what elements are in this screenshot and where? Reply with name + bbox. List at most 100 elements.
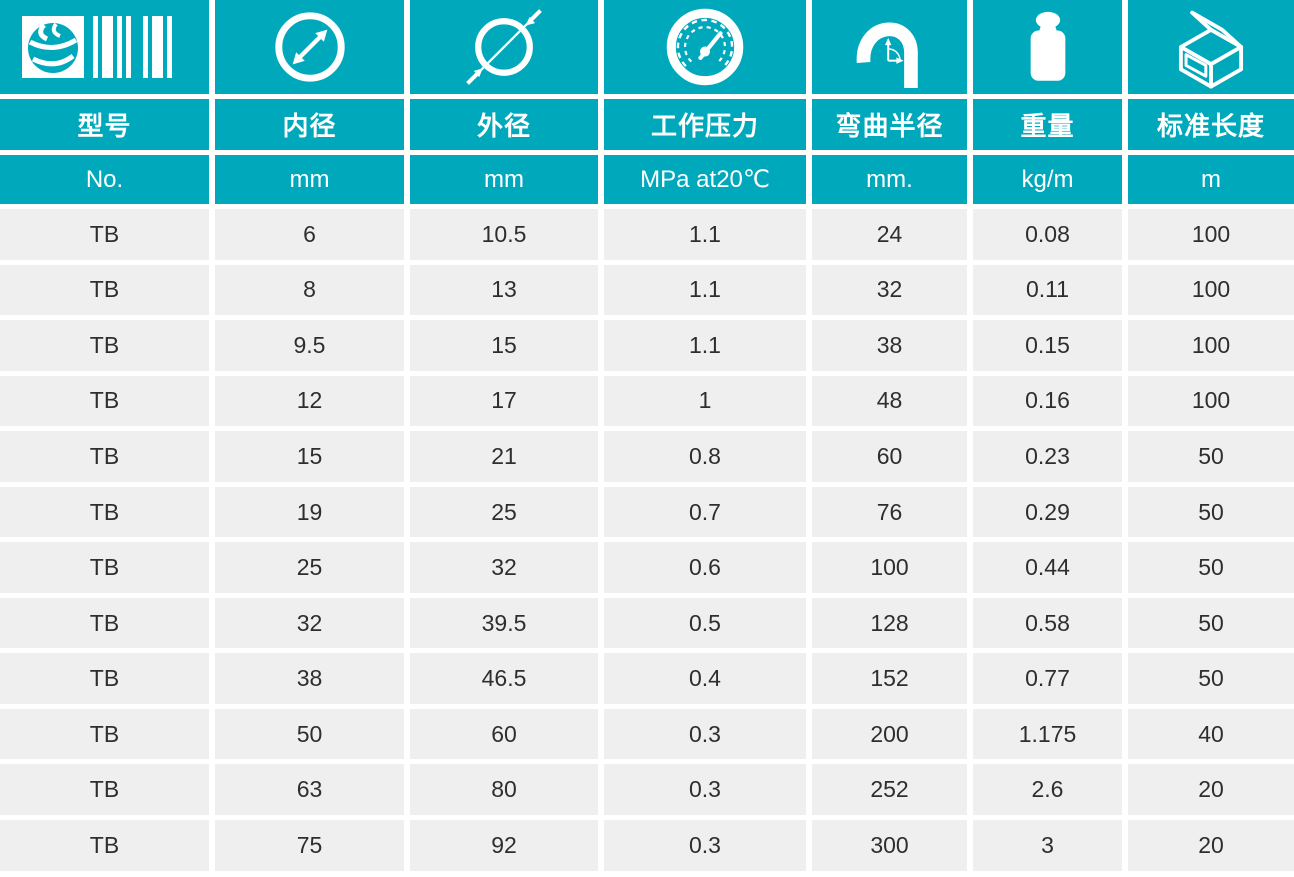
column-label-bend-radius: 弯曲半径: [812, 99, 967, 150]
data-cell-r4-c0: TB: [0, 431, 209, 482]
data-cell-r4-c1: 15: [215, 431, 404, 482]
data-cell-r2-c0: TB: [0, 320, 209, 371]
data-cell-r8-c4: 152: [812, 653, 967, 704]
data-cell-r9-c4: 200: [812, 708, 967, 760]
data-cell-r11-c6: 20: [1128, 820, 1294, 871]
data-cell-r3-c1: 12: [215, 375, 404, 427]
data-cell-r10-c4: 252: [812, 764, 967, 816]
data-cell-r9-c1: 50: [215, 708, 404, 760]
data-cell-r2-c1: 9.5: [215, 320, 404, 371]
data-cell-r11-c1: 75: [215, 820, 404, 871]
data-cell-r2-c4: 38: [812, 320, 967, 371]
data-cell-r1-c4: 32: [812, 264, 967, 316]
data-cell-r5-c5: 0.29: [973, 486, 1122, 538]
data-cell-r11-c5: 3: [973, 820, 1122, 871]
data-cell-r7-c1: 32: [215, 597, 404, 649]
header-icon-cell-inner-diameter: [215, 0, 404, 94]
data-cell-r1-c2: 13: [410, 264, 598, 316]
data-cell-r6-c6: 50: [1128, 542, 1294, 593]
column-unit-inner: mm: [215, 155, 404, 204]
weight-icon: [1030, 11, 1065, 81]
column-unit-weight: kg/m: [973, 155, 1122, 204]
data-cell-r0-c4: 24: [812, 209, 967, 260]
data-cell-r6-c1: 25: [215, 542, 404, 593]
data-cell-r9-c3: 0.3: [604, 708, 806, 760]
data-cell-r0-c0: TB: [0, 209, 209, 260]
data-cell-r5-c6: 50: [1128, 486, 1294, 538]
data-cell-r11-c0: TB: [0, 820, 209, 871]
data-cell-r2-c2: 15: [410, 320, 598, 371]
data-cell-r3-c5: 0.16: [973, 375, 1122, 427]
column-label-inner: 内径: [215, 99, 404, 150]
data-cell-r8-c0: TB: [0, 653, 209, 704]
inner-diameter-icon: [274, 12, 345, 82]
data-cell-r8-c2: 46.5: [410, 653, 598, 704]
data-cell-r2-c6: 100: [1128, 320, 1294, 371]
column-unit-length: m: [1128, 155, 1294, 204]
data-cell-r8-c3: 0.4: [604, 653, 806, 704]
carton-box-icon: [1178, 10, 1244, 89]
data-cell-r5-c3: 0.7: [604, 486, 806, 538]
data-cell-r2-c5: 0.15: [973, 320, 1122, 371]
column-label-outer: 外径: [410, 99, 598, 150]
data-cell-r6-c4: 100: [812, 542, 967, 593]
column-unit-model: No.: [0, 155, 209, 204]
data-cell-r0-c6: 100: [1128, 209, 1294, 260]
data-cell-r10-c0: TB: [0, 764, 209, 816]
data-cell-r1-c5: 0.11: [973, 264, 1122, 316]
column-unit-bend-radius: mm.: [812, 155, 967, 204]
data-cell-r1-c1: 8: [215, 264, 404, 316]
data-cell-r11-c3: 0.3: [604, 820, 806, 871]
header-icon-cell-length: [1128, 0, 1294, 94]
data-cell-r10-c6: 20: [1128, 764, 1294, 816]
data-cell-r0-c3: 1.1: [604, 209, 806, 260]
column-label-pressure: 工作压力: [604, 99, 806, 150]
column-label-model: 型号: [0, 99, 209, 150]
column-unit-outer: mm: [410, 155, 598, 204]
header-icon-cell-outer-diameter: [410, 0, 598, 94]
data-cell-r3-c6: 100: [1128, 375, 1294, 427]
data-cell-r7-c6: 50: [1128, 597, 1294, 649]
data-cell-r0-c2: 10.5: [410, 209, 598, 260]
data-cell-r3-c4: 48: [812, 375, 967, 427]
data-cell-r4-c4: 60: [812, 431, 967, 482]
data-cell-r9-c0: TB: [0, 708, 209, 760]
data-cell-r2-c3: 1.1: [604, 320, 806, 371]
data-cell-r11-c4: 300: [812, 820, 967, 871]
data-cell-r4-c3: 0.8: [604, 431, 806, 482]
header-icon-cell-model: [0, 0, 209, 94]
header-icon-cell-bend-radius: [812, 0, 967, 94]
data-cell-r8-c6: 50: [1128, 653, 1294, 704]
data-cell-r6-c5: 0.44: [973, 542, 1122, 593]
data-cell-r1-c6: 100: [1128, 264, 1294, 316]
data-cell-r9-c6: 40: [1128, 708, 1294, 760]
header-icon-cell-weight: [973, 0, 1122, 94]
data-cell-r7-c3: 0.5: [604, 597, 806, 649]
data-cell-r0-c1: 6: [215, 209, 404, 260]
data-cell-r11-c2: 92: [410, 820, 598, 871]
data-cell-r4-c6: 50: [1128, 431, 1294, 482]
bend-radius-icon: [856, 22, 918, 88]
data-cell-r1-c3: 1.1: [604, 264, 806, 316]
data-cell-r8-c5: 0.77: [973, 653, 1122, 704]
data-cell-r9-c2: 60: [410, 708, 598, 760]
data-cell-r7-c4: 128: [812, 597, 967, 649]
data-cell-r5-c1: 19: [215, 486, 404, 538]
data-cell-r10-c3: 0.3: [604, 764, 806, 816]
data-cell-r5-c4: 76: [812, 486, 967, 538]
column-label-weight: 重量: [973, 99, 1122, 150]
data-cell-r10-c5: 2.6: [973, 764, 1122, 816]
data-cell-r7-c5: 0.58: [973, 597, 1122, 649]
data-cell-r7-c2: 39.5: [410, 597, 598, 649]
data-cell-r3-c2: 17: [410, 375, 598, 427]
data-cell-r5-c2: 25: [410, 486, 598, 538]
data-cell-r6-c3: 0.6: [604, 542, 806, 593]
data-cell-r10-c1: 63: [215, 764, 404, 816]
data-cell-r9-c5: 1.175: [973, 708, 1122, 760]
data-cell-r4-c2: 21: [410, 431, 598, 482]
data-cell-r1-c0: TB: [0, 264, 209, 316]
brand-barcode-icon: [21, 16, 172, 78]
column-unit-pressure: MPa at20℃: [604, 155, 806, 204]
